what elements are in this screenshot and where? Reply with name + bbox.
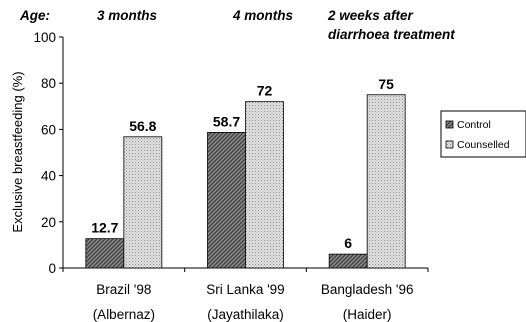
y-tick-label: 20 [41,215,56,230]
data-labels: 12.7 56.8 58.7 72 6 75 [91,76,394,251]
y-tick-label: 0 [48,261,56,276]
bar-counselled [366,94,406,269]
bar-control [207,132,246,269]
data-label-control: 58.7 [213,113,240,129]
header-age-label: Age: [19,8,50,23]
y-axis-ticks: 0 20 40 60 80 100 [33,30,63,276]
data-label-counselled: 56.8 [129,118,156,134]
legend-box [440,110,526,158]
legend-swatch-control [445,120,454,129]
y-axis-label: Exclusive breastfeeding (%) [10,71,25,232]
data-label-counselled: 72 [257,83,273,99]
x-category-label: (Jayathilaka) [207,307,284,322]
bars [85,94,406,269]
data-label-control: 12.7 [91,220,118,236]
bar-control [85,238,125,269]
x-category-label: Bangladesh '96 [321,282,414,297]
legend-label-counselled: Counselled [457,139,510,151]
legend-label-control: Control [457,119,491,131]
x-category-label: Brazil '98 [96,282,151,297]
header-3-months: 3 months [97,8,157,23]
header-4-months: 4 months [232,8,293,23]
legend-swatch-counselled [445,140,454,149]
y-tick-label: 100 [33,30,56,45]
bar-control [328,253,368,269]
data-label-counselled: 75 [378,76,394,92]
x-category-label: Sri Lanka '99 [206,282,284,297]
data-label-control: 6 [344,235,352,251]
legend: Control Counselled [440,110,526,158]
x-axis-category-labels: Brazil '98 (Albernaz) Sri Lanka '99 (Jayath… [62,268,429,322]
x-category-label: (Haider) [343,307,392,322]
y-tick-label: 40 [41,169,56,184]
bar-counselled [123,136,163,269]
age-headers: Age: 3 months 4 months 2 weeks after dia… [19,8,455,42]
header-2-weeks-after-treatment: 2 weeks after diarrhoea treatment [327,8,455,42]
y-tick-label: 60 [41,122,56,137]
y-tick-label: 80 [41,76,56,91]
bar-counselled [245,101,284,269]
x-category-label: (Albernaz) [93,307,155,322]
